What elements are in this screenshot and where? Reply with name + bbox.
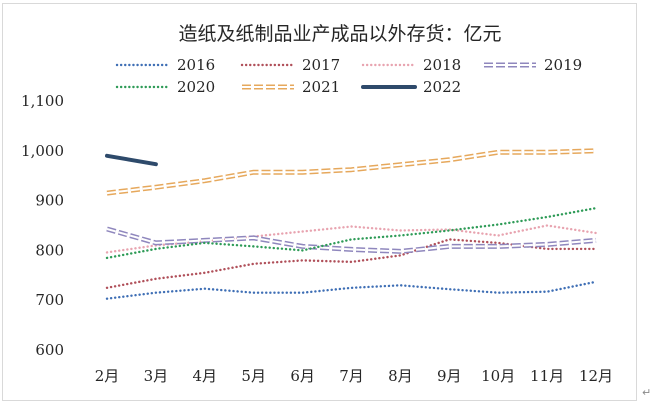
x-axis: 2月 3月 4月 5月 6月 7月 8月 9月 10月 11月 12月 [95, 367, 613, 385]
series-line-2020 [105, 206, 598, 260]
series-line-2019 [106, 226, 597, 254]
legend-label-2016: 2016 [177, 56, 215, 74]
x-tick-label: 2月 [95, 367, 120, 385]
y-tick-label: 1,100 [21, 92, 64, 110]
y-axis: 600 700 800 900 1,000 1,100 [21, 92, 64, 359]
series-line-2019-inner [106, 228, 597, 253]
x-tick-label: 6月 [290, 367, 315, 385]
series-line-2017-stroke [105, 238, 598, 289]
series-line-2016 [105, 280, 598, 300]
series-line-2019-stroke [106, 226, 597, 254]
x-tick-label: 8月 [388, 367, 413, 385]
x-tick-label: 4月 [193, 367, 218, 385]
legend-item-2016: 2016 [115, 56, 215, 74]
series-line-2018 [105, 224, 598, 254]
x-tick-label: 9月 [437, 367, 462, 385]
legend-item-2021: 2021 [242, 78, 340, 96]
x-tick-label: 3月 [144, 367, 169, 385]
y-tick-label: 800 [35, 241, 64, 259]
legend-item-2020: 2020 [115, 78, 215, 96]
legend-item-2019: 2019 [484, 56, 582, 74]
legend-label-2018: 2018 [423, 56, 461, 74]
legend-item-2022: 2022 [361, 78, 461, 96]
x-tick-label: 12月 [579, 367, 613, 385]
y-tick-label: 900 [35, 192, 64, 210]
plot-area [105, 148, 598, 300]
legend-label-2020: 2020 [177, 78, 215, 96]
legend-label-2017: 2017 [302, 56, 340, 74]
series-line-2017 [105, 238, 598, 289]
y-tick-label: 600 [35, 341, 64, 359]
x-tick-label: 5月 [241, 367, 266, 385]
series-line-2021 [106, 148, 597, 196]
x-tick-label: 7月 [339, 367, 364, 385]
legend-item-2018: 2018 [361, 56, 461, 74]
series-line-2018-stroke [105, 224, 598, 254]
legend: 2016 2017 2018 2019 2020 2021 2022 [115, 56, 582, 96]
legend-label-2019: 2019 [544, 56, 582, 74]
legend-item-2017: 2017 [240, 56, 340, 74]
x-tick-label: 11月 [530, 367, 564, 385]
chart-title: 造纸及纸制品业产成品以外存货：亿元 [178, 23, 501, 45]
legend-label-2022: 2022 [423, 78, 461, 96]
paragraph-mark: ↵ [642, 386, 652, 399]
series-line-2022-stroke [105, 153, 158, 167]
x-tick-label: 10月 [481, 367, 515, 385]
y-tick-label: 1,000 [21, 142, 64, 160]
series-line-2016-stroke [105, 280, 598, 300]
series-line-2021-stroke [106, 148, 597, 196]
legend-label-2021: 2021 [302, 78, 340, 96]
chart-frame [2, 3, 637, 401]
series-line-2022 [105, 153, 158, 167]
series-line-2020-stroke [105, 206, 598, 260]
y-tick-label: 700 [35, 291, 64, 309]
series-line-2021-inner [106, 149, 597, 195]
